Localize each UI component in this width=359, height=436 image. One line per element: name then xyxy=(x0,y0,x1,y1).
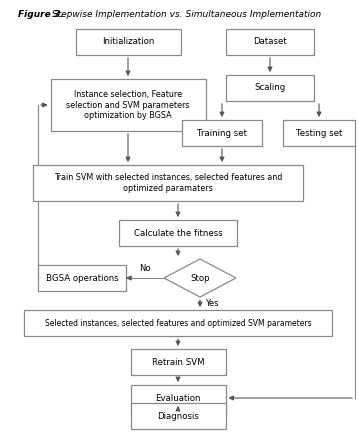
Text: Selected instances, selected features and optimized SVM parameters: Selected instances, selected features an… xyxy=(45,319,311,327)
FancyBboxPatch shape xyxy=(33,165,303,201)
FancyBboxPatch shape xyxy=(24,310,332,336)
Text: Instance selection, Feature
selection and SVM parameters
optimization by BGSA: Instance selection, Feature selection an… xyxy=(66,90,190,120)
Text: Train SVM with selected instances, selected features and
optimized paramaters: Train SVM with selected instances, selec… xyxy=(54,173,282,193)
Text: Calculate the fitness: Calculate the fitness xyxy=(134,228,222,238)
FancyBboxPatch shape xyxy=(119,220,237,246)
Text: Stepwise Implementation vs. Simultaneous Implementation: Stepwise Implementation vs. Simultaneous… xyxy=(49,10,321,19)
Text: Stop: Stop xyxy=(190,273,210,283)
FancyBboxPatch shape xyxy=(283,120,355,146)
Text: Yes: Yes xyxy=(205,299,219,308)
Text: No: No xyxy=(139,264,151,273)
Text: Testing set: Testing set xyxy=(296,129,342,137)
Text: Evaluation: Evaluation xyxy=(155,394,201,402)
Text: Diagnosis: Diagnosis xyxy=(157,412,199,420)
Text: Initialization: Initialization xyxy=(102,37,154,47)
Polygon shape xyxy=(164,259,236,297)
FancyBboxPatch shape xyxy=(226,75,314,101)
FancyBboxPatch shape xyxy=(182,120,262,146)
FancyBboxPatch shape xyxy=(38,265,126,291)
Text: Dataset: Dataset xyxy=(253,37,287,47)
Text: Training set: Training set xyxy=(197,129,247,137)
Text: Figure 3.: Figure 3. xyxy=(18,10,64,19)
Text: Retrain SVM: Retrain SVM xyxy=(152,358,204,367)
Text: BGSA operations: BGSA operations xyxy=(46,273,118,283)
Text: Scaling: Scaling xyxy=(255,84,286,92)
FancyBboxPatch shape xyxy=(131,385,225,411)
FancyBboxPatch shape xyxy=(131,403,225,429)
FancyBboxPatch shape xyxy=(51,79,205,131)
FancyBboxPatch shape xyxy=(226,29,314,55)
FancyBboxPatch shape xyxy=(75,29,181,55)
FancyBboxPatch shape xyxy=(131,349,225,375)
